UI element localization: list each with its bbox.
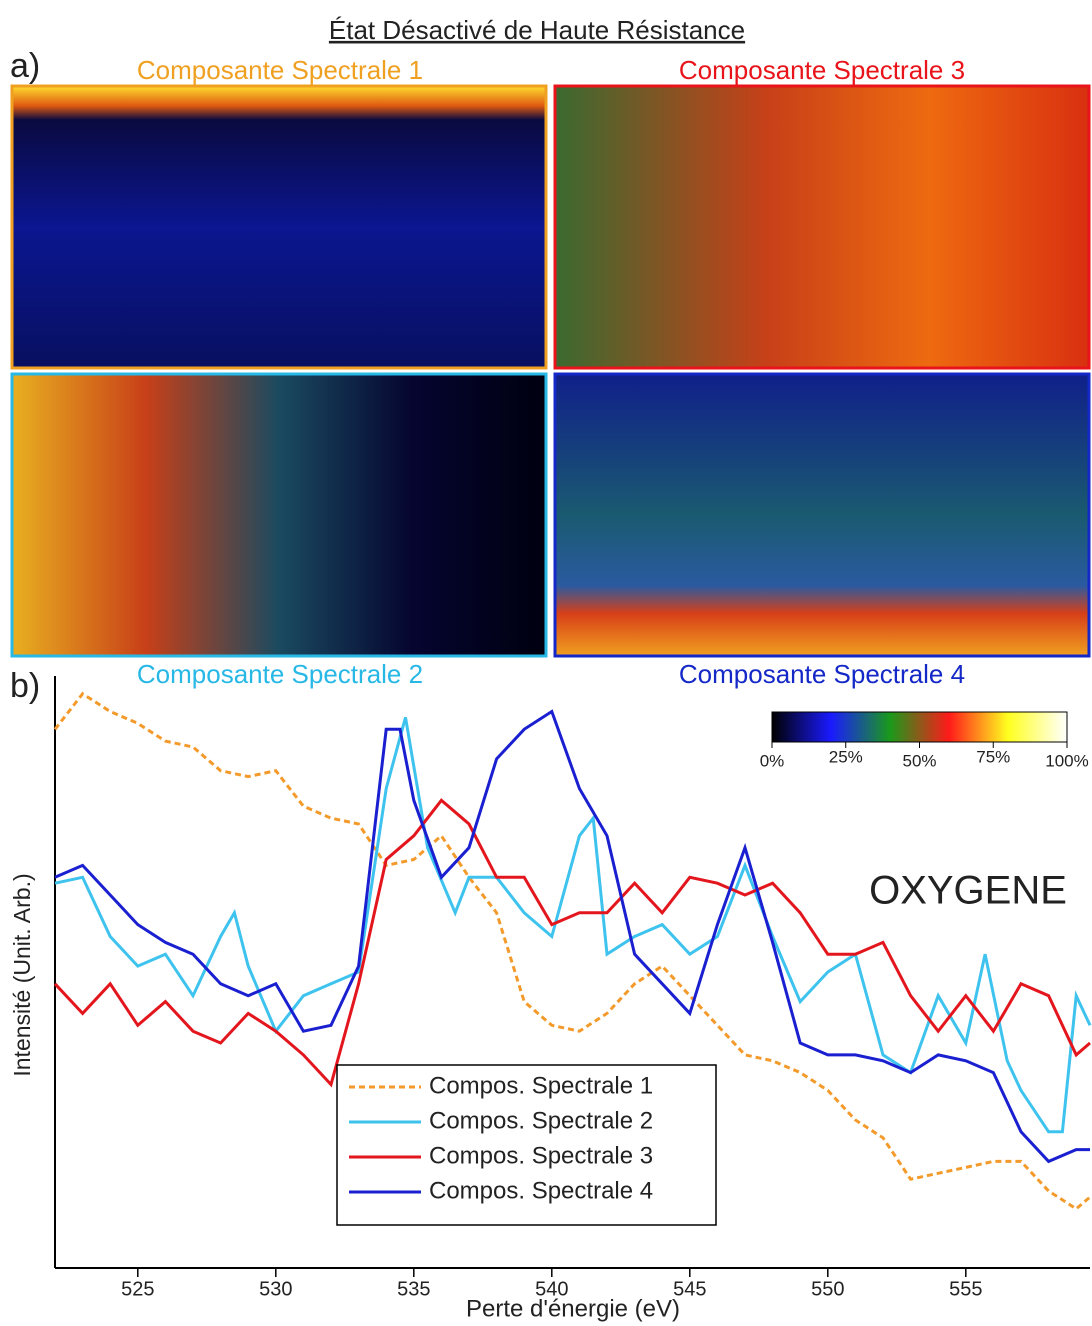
x-tick-label: 540 <box>535 1278 568 1300</box>
map-title: Composante Spectrale 4 <box>679 659 965 689</box>
map-title: Composante Spectrale 1 <box>137 55 423 85</box>
figure-title: État Désactivé de Haute Résistance <box>329 15 745 45</box>
series-line <box>53 691 1091 1211</box>
map-image <box>10 84 548 370</box>
map-title: Composante Spectrale 3 <box>679 55 965 85</box>
legend-box <box>336 1064 717 1226</box>
legend-label: Compos. Spectrale 2 <box>429 1107 653 1134</box>
x-tick-label: 530 <box>259 1278 292 1300</box>
x-tick-label: 525 <box>121 1278 154 1300</box>
legend-label: Compos. Spectrale 3 <box>429 1142 653 1169</box>
series-line <box>53 798 1091 1088</box>
y-axis-label: Intensité (Unit. Arb.) <box>9 873 35 1076</box>
colorbar-tick-label: 75% <box>976 747 1010 766</box>
colorbar-tick-label: 25% <box>829 747 863 766</box>
annotation: OXYGENE <box>869 869 1067 913</box>
colorbar-tick-label: 50% <box>902 751 936 770</box>
colorbar-tick-label: 0% <box>760 751 785 770</box>
series-line <box>54 709 1090 1164</box>
x-tick-label: 550 <box>811 1278 844 1300</box>
colorbar-tick-label: 100% <box>1045 751 1088 770</box>
map-image <box>10 372 548 658</box>
legend-label: Compos. Spectrale 1 <box>429 1072 653 1099</box>
map-image <box>553 372 1091 658</box>
panel-label: b) <box>10 667 40 705</box>
colorbar <box>771 711 1068 743</box>
legend-label: Compos. Spectrale 4 <box>429 1177 653 1204</box>
x-tick-label: 535 <box>397 1278 430 1300</box>
x-tick-label: 545 <box>673 1278 706 1300</box>
x-axis-label: Perte d'énergie (eV) <box>466 1295 680 1322</box>
map-image <box>553 84 1091 370</box>
series-line <box>54 717 1092 1134</box>
panel-label: a) <box>10 47 40 85</box>
x-tick-label: 555 <box>949 1278 982 1300</box>
map-title: Composante Spectrale 2 <box>137 659 423 689</box>
